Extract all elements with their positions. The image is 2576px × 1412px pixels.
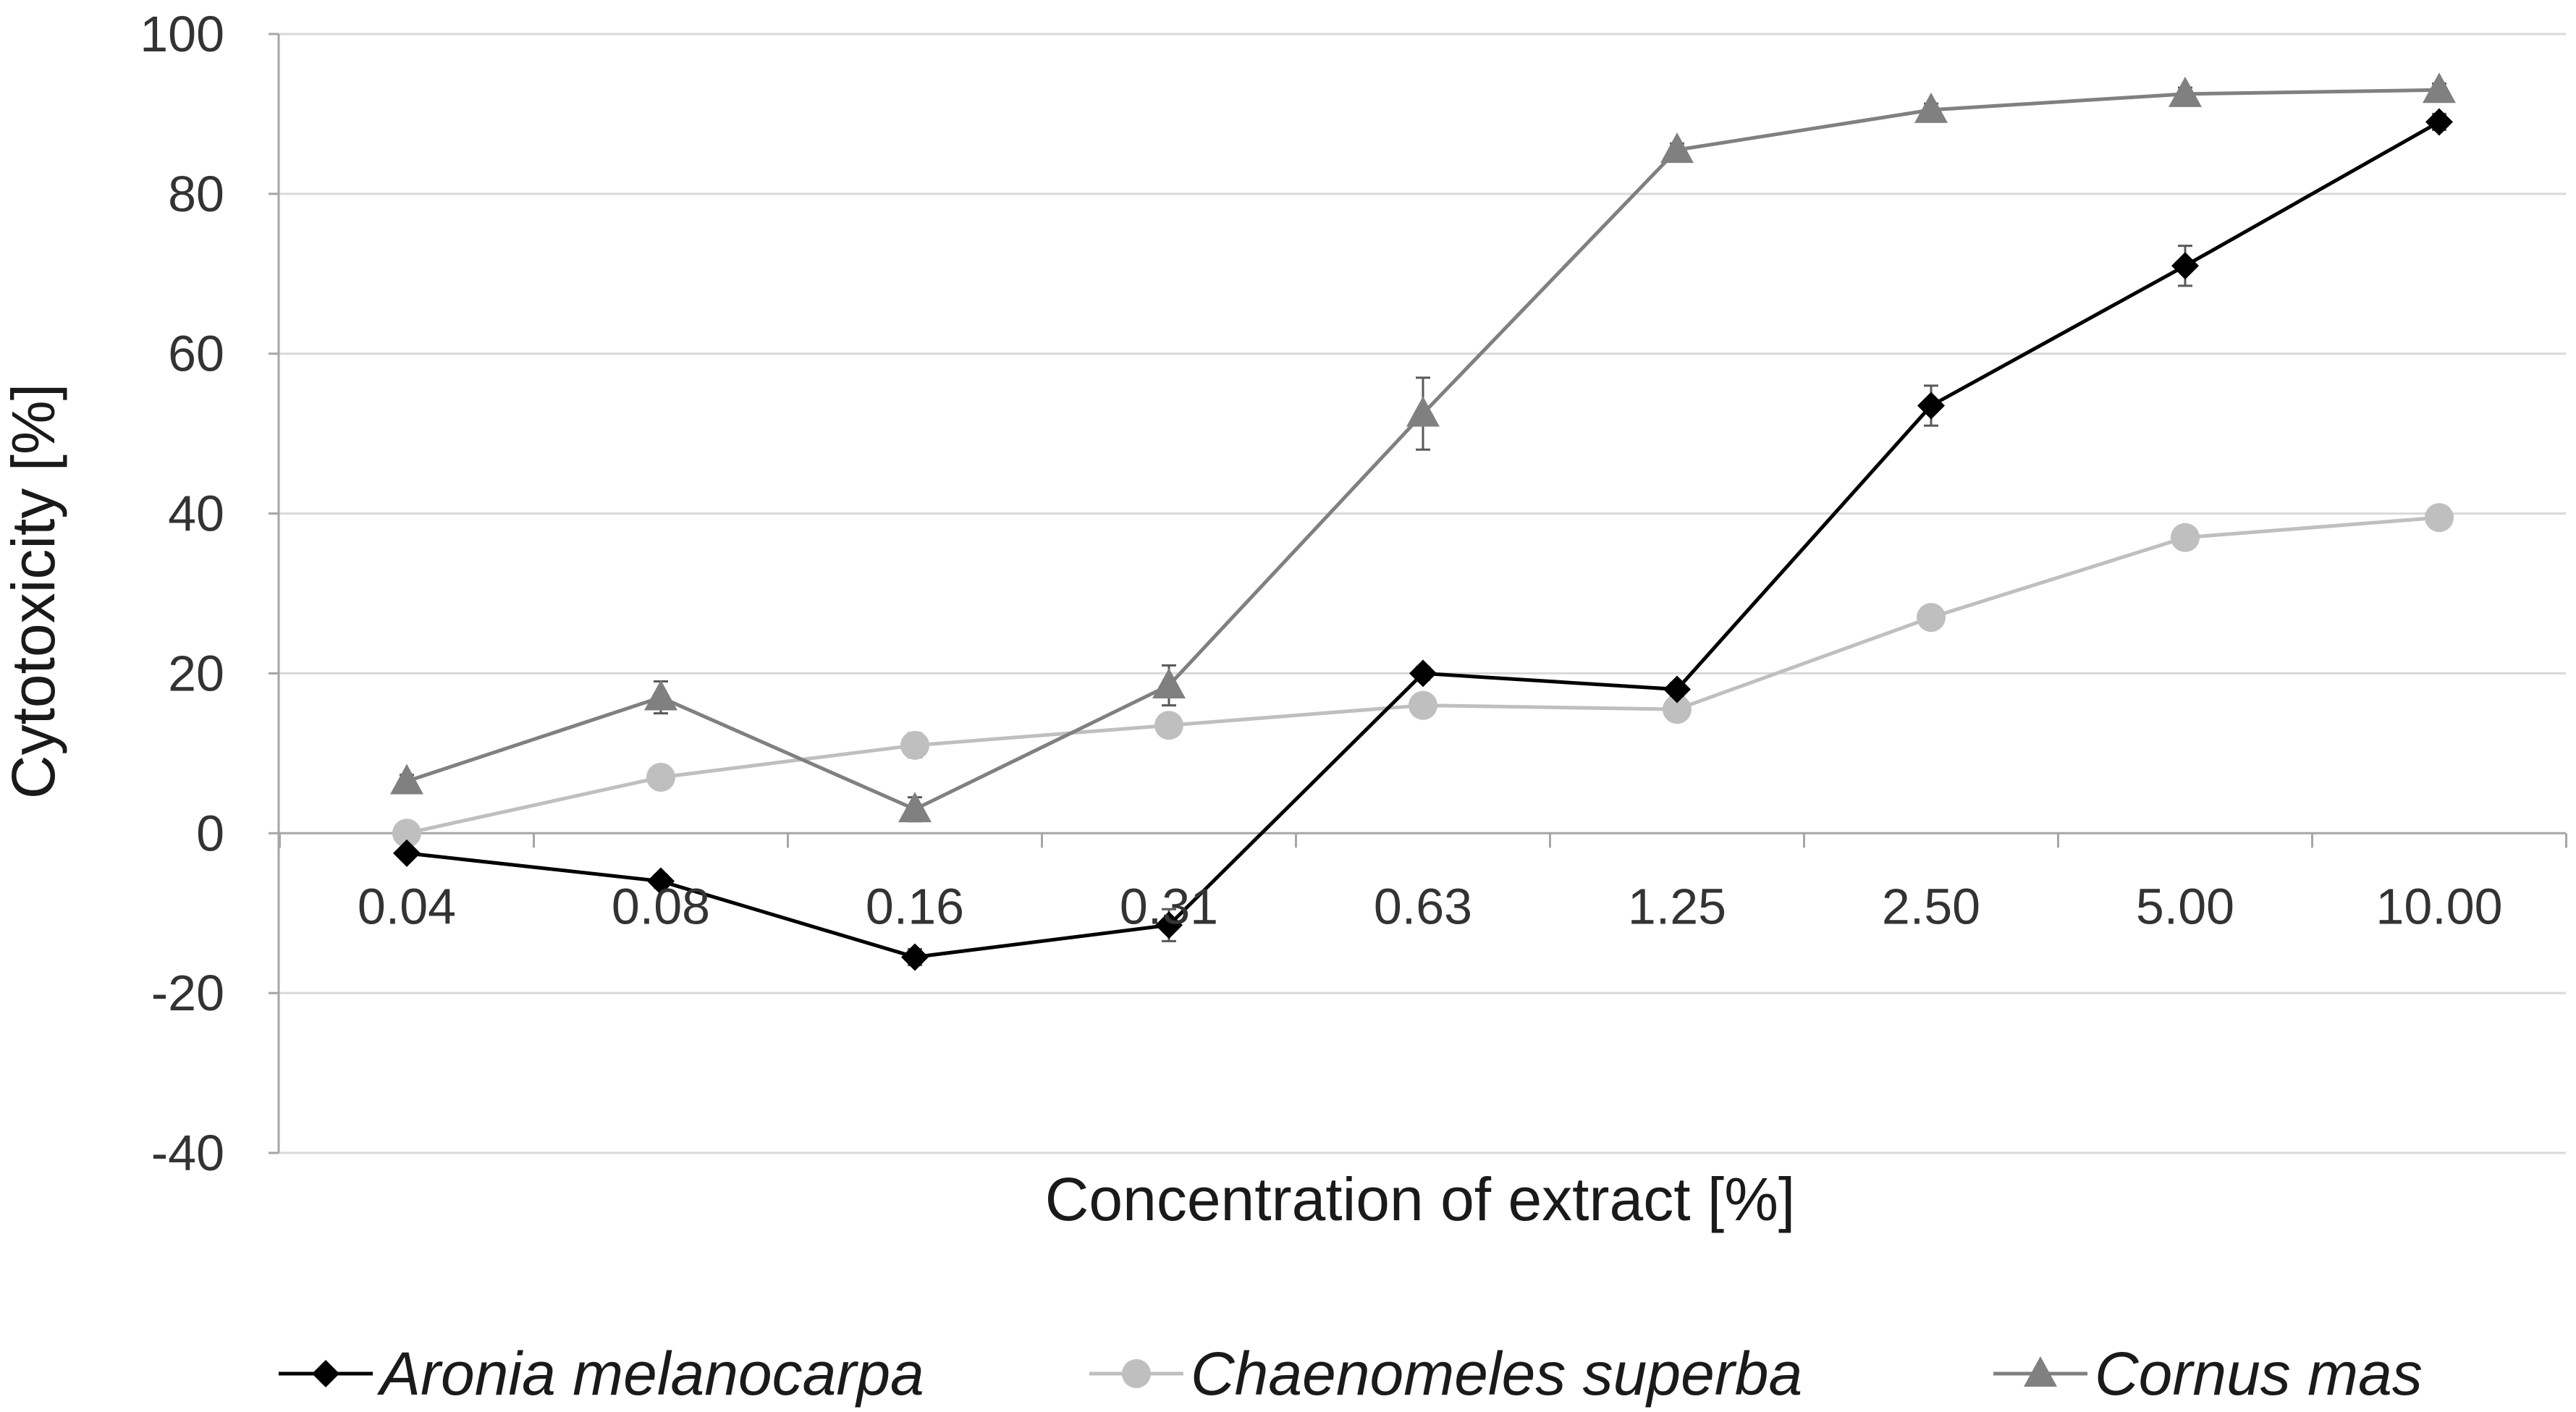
y-tick-label: 20	[168, 645, 224, 701]
x-tick-label: 0.08	[612, 878, 710, 934]
legend-item: Cornus mas	[1993, 1340, 2423, 1408]
x-tick-label: 2.50	[1882, 878, 1980, 934]
legend-label: Chaenomeles superba	[1191, 1340, 1802, 1408]
x-tick-label: 0.16	[866, 878, 964, 934]
series-line	[406, 120, 2441, 959]
data-point	[2423, 72, 2456, 103]
legend-marker	[312, 1360, 339, 1387]
data-point	[2169, 76, 2202, 107]
x-tick-label: 0.31	[1120, 878, 1218, 934]
data-point	[1155, 911, 1183, 939]
data-point	[1152, 667, 1186, 698]
y-axis-title: Cytotoxicity [%]	[0, 384, 67, 799]
data-point	[2171, 252, 2199, 280]
x-tick-label: 10.00	[2376, 878, 2502, 934]
data-series	[390, 72, 2456, 971]
legend-item: Chaenomeles superba	[1089, 1340, 1802, 1408]
y-tick-label: 40	[168, 486, 224, 542]
data-point	[647, 867, 675, 895]
gridlines	[279, 33, 2566, 1154]
y-tick-label: -20	[151, 965, 224, 1021]
legend-marker	[2024, 1356, 2057, 1387]
x-tick-labels: 0.04 0.08 0.16 0.31 0.63 1.25 2.50 5.00 10.00	[358, 878, 2503, 934]
y-tick-label: 60	[168, 326, 224, 382]
data-point	[898, 792, 932, 823]
data-point	[1917, 392, 1945, 420]
x-tick-label: 0.63	[1374, 878, 1472, 934]
data-point	[644, 680, 677, 711]
data-point	[390, 764, 423, 795]
data-point	[646, 762, 675, 792]
data-point	[2171, 523, 2200, 552]
data-point	[1409, 690, 1437, 720]
legend-label: Aronia melanocarpa	[376, 1340, 924, 1408]
legend-marker	[1122, 1359, 1151, 1388]
y-tick-label: 100	[140, 6, 224, 62]
data-point	[1663, 675, 1691, 703]
data-point	[1409, 659, 1437, 688]
data-point	[2425, 503, 2454, 533]
x-axis-title: Concentration of extract [%]	[1045, 1165, 1796, 1233]
y-tick-label: 80	[168, 166, 224, 222]
legend-item: Aronia melanocarpa	[279, 1340, 924, 1408]
data-point	[1660, 132, 1694, 164]
data-point	[1917, 603, 1946, 633]
data-point	[1154, 711, 1183, 740]
data-point	[393, 839, 421, 867]
axes	[269, 33, 2567, 1154]
x-tick-label: 5.00	[2136, 878, 2234, 934]
y-tick-label: 0	[196, 805, 224, 861]
legend: Aronia melanocarpa Chaenomeles superba Cor…	[279, 1340, 2423, 1408]
data-point	[901, 943, 929, 971]
y-tick-label: -40	[151, 1125, 224, 1181]
series-cornus-mas	[390, 72, 2456, 823]
y-tick-labels: -40 -20 0 20 40 60 80 100	[140, 6, 224, 1181]
data-point	[1663, 695, 1692, 724]
data-point	[392, 819, 421, 848]
data-point	[1406, 396, 1440, 427]
data-point	[2425, 108, 2453, 136]
x-tick-label: 0.04	[358, 878, 456, 934]
series-chaenomeles-superba	[392, 503, 2454, 848]
legend-label: Cornus mas	[2095, 1340, 2423, 1408]
series-aronia-melanocarpa	[393, 108, 2453, 971]
x-tick-label: 1.25	[1628, 878, 1726, 934]
data-point	[1914, 92, 1948, 123]
data-point	[900, 730, 929, 760]
